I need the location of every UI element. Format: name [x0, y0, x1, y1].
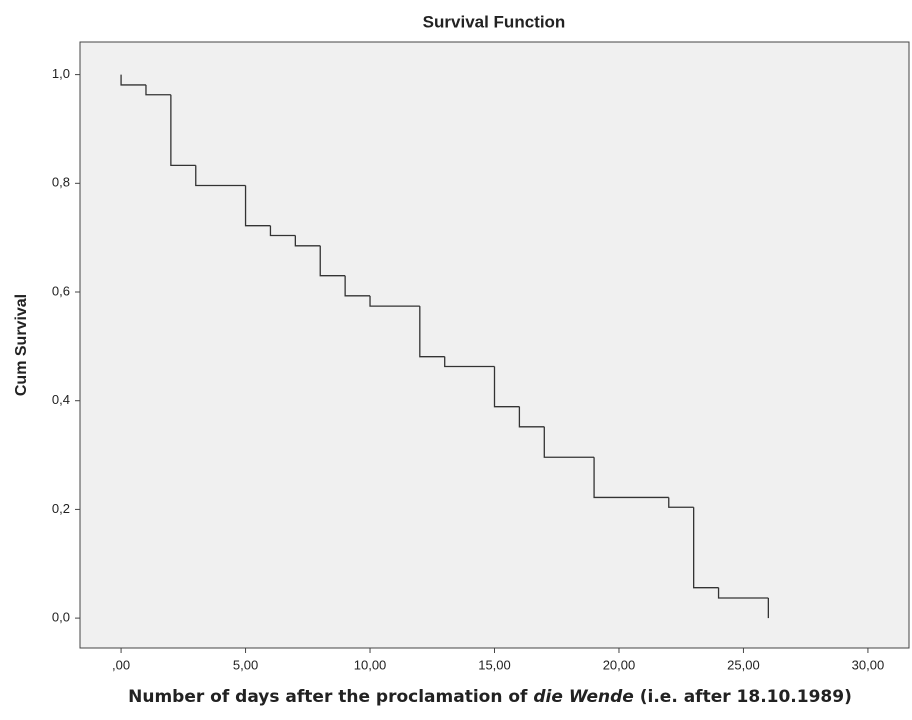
survival-step	[518, 406, 545, 428]
survival-step	[244, 185, 271, 227]
survival-step	[593, 457, 669, 499]
y-tick-label: 0,6	[52, 283, 70, 298]
survival-step	[668, 497, 694, 508]
x-tick-label: 25,00	[727, 657, 760, 672]
y-tick-label: 0,0	[52, 610, 70, 625]
survival-step	[294, 235, 321, 247]
x-tick-label: 30,00	[852, 657, 885, 672]
x-axis-title-part: (i.e. after 18.10.1989)	[634, 687, 852, 707]
survival-step	[145, 84, 171, 96]
survival-step	[444, 356, 495, 368]
plot-area	[79, 41, 910, 649]
chart-title: Survival Function	[423, 12, 566, 31]
survival-step	[195, 165, 246, 187]
x-tick-label: 15,00	[478, 657, 511, 672]
y-axis-title: Cum Survival	[13, 294, 30, 396]
survival-step	[717, 587, 769, 599]
survival-step	[319, 245, 346, 277]
survival-step	[543, 426, 595, 458]
survival-step	[369, 295, 420, 307]
y-tick-label: 0,8	[52, 175, 70, 190]
survival-step	[344, 275, 371, 297]
y-tick-label: 0,4	[52, 392, 70, 407]
x-axis-title-part: Number of days after the proclamation of	[128, 687, 533, 707]
x-axis-title-emphasis: die Wende	[533, 687, 633, 707]
x-tick-label: 5,00	[233, 657, 258, 672]
survival-step	[419, 306, 445, 358]
survival-step	[693, 507, 719, 589]
x-tick-label: ,00	[112, 657, 130, 672]
y-tick-label: 0,2	[52, 501, 70, 516]
y-tick-label: 1,0	[52, 66, 70, 81]
x-tick-label: 20,00	[603, 657, 636, 672]
survival-step	[269, 225, 296, 237]
survival-step	[493, 366, 520, 408]
survival-step	[170, 94, 196, 167]
x-tick-label: 10,00	[354, 657, 387, 672]
survival-step	[120, 74, 146, 86]
x-axis-title: Number of days after the proclamation of…	[128, 687, 852, 707]
